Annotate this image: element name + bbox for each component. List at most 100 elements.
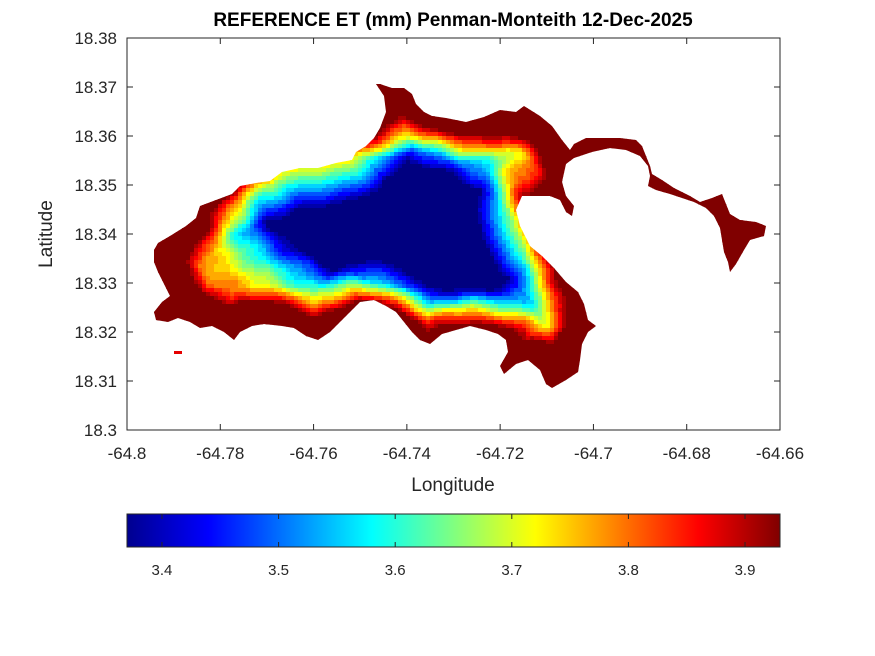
et-cell [494,184,499,189]
et-cell [426,128,431,133]
et-cell [446,200,451,205]
et-cell [530,156,535,161]
et-cell [238,200,243,205]
et-cell [394,104,399,109]
et-cell [322,188,327,193]
et-cell [338,168,343,173]
et-cell [246,200,251,205]
et-cell [550,176,555,181]
et-cell [434,176,439,181]
et-cell [390,96,395,101]
et-cell [538,160,543,165]
et-cell [494,136,499,141]
et-cell [442,128,447,133]
et-cell [278,200,283,205]
et-cell [506,196,511,201]
et-cell [394,132,399,137]
et-cell [270,188,275,193]
et-cell [394,124,399,129]
et-cell [546,124,551,129]
et-cell [406,92,411,97]
et-cell [494,156,499,161]
et-cell [454,136,459,141]
et-cell [382,136,387,141]
et-cell [462,164,467,169]
et-cell [562,200,567,205]
et-cell [402,120,407,125]
et-cell [450,128,455,133]
et-cell [498,144,503,149]
et-cell [470,184,475,189]
et-cell [394,140,399,145]
et-cell [522,180,527,185]
et-cell [422,112,427,117]
et-cell [542,192,547,197]
et-cell [334,196,339,201]
et-cell [498,188,503,193]
et-cell [394,164,399,169]
et-cell [542,184,547,189]
et-cell [370,148,375,153]
et-cell [362,164,367,169]
et-cell [550,172,555,177]
et-cell [386,120,391,125]
et-cell [278,184,283,189]
et-cell [438,168,443,173]
et-cell [526,172,531,177]
et-cell [366,164,371,169]
et-cell [586,140,591,145]
et-cell [382,176,387,181]
et-cell [406,112,411,117]
et-cell [458,176,463,181]
et-cell [470,132,475,137]
et-cell [586,148,591,153]
et-cell [510,156,515,161]
et-cell [378,144,383,149]
et-cell [398,180,403,185]
et-cell [318,188,323,193]
et-cell [594,144,599,149]
et-cell [270,208,275,213]
et-cell [486,192,491,197]
et-cell [562,196,567,201]
et-cell [350,188,355,193]
et-cell [386,188,391,193]
et-cell [438,164,443,169]
et-cell [406,172,411,177]
et-cell [414,184,419,189]
et-cell [414,176,419,181]
et-cell [506,176,511,181]
et-cell [398,108,403,113]
et-cell [294,204,299,209]
et-cell [314,168,319,173]
et-cell [398,196,403,201]
et-cell [274,196,279,201]
et-cell [402,160,407,165]
et-cell [510,160,515,165]
et-cell [434,180,439,185]
et-cell [418,152,423,157]
et-cell [470,128,475,133]
et-cell [214,204,219,209]
et-cell [514,176,519,181]
et-cell [370,160,375,165]
et-cell [386,88,391,93]
et-cell [490,124,495,129]
et-cell [402,112,407,117]
et-cell [542,176,547,181]
et-cell [374,172,379,177]
et-cell [386,176,391,181]
et-cell [402,168,407,173]
et-cell [434,172,439,177]
et-cell [490,152,495,157]
et-cell [390,204,395,209]
et-cell [494,168,499,173]
et-cell [602,140,607,145]
et-cell [482,196,487,201]
et-cell [530,152,535,157]
et-cell [446,120,451,125]
et-cell [474,156,479,161]
et-cell [406,148,411,153]
et-cell [358,200,363,205]
et-cell [482,120,487,125]
